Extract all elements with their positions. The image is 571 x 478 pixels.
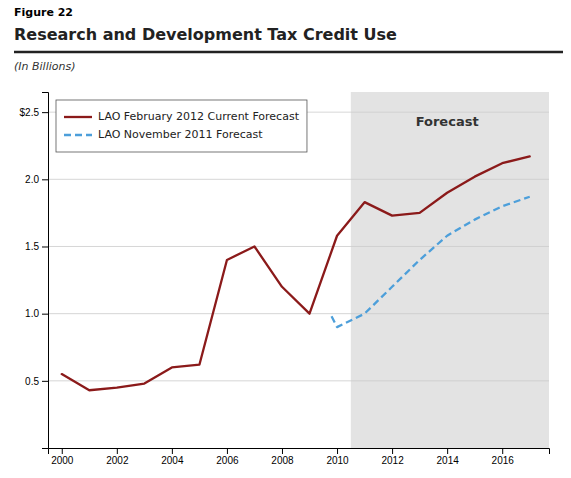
- x-tick-mark: [337, 448, 338, 454]
- y-tick-mark: [42, 381, 48, 382]
- x-tick: 2006: [216, 448, 239, 466]
- y-tick-label: 2.0: [25, 174, 39, 185]
- y-axis-label: (In Billions): [14, 60, 76, 73]
- y-tick-label: 1.5: [25, 241, 39, 252]
- x-tick: 2010: [326, 448, 349, 466]
- y-tick: 2.0: [25, 174, 48, 185]
- series-line: [332, 197, 530, 327]
- y-tick: 1.0: [25, 308, 48, 319]
- x-tick-label: 2010: [326, 455, 349, 466]
- y-axis-line: [42, 93, 49, 449]
- y-tick-mark: [42, 314, 48, 315]
- y-tick-label: 0.5: [25, 376, 39, 387]
- x-tick-mark: [172, 448, 173, 454]
- marks: [351, 92, 549, 448]
- legend-box: [56, 100, 307, 152]
- plot-area: 2000 2002 2004 2006 2008 2010 2012 2014 2016 0.5 1…: [20, 92, 550, 466]
- legend-swatch: [64, 116, 92, 118]
- x-tick-label: 2016: [492, 455, 515, 466]
- x-tick-mark: [117, 448, 118, 454]
- y-tick-mark: [42, 179, 48, 180]
- x-tick-mark: [502, 448, 503, 454]
- y-axis: 0.5 1.0 1.5 2.0 $2.5: [20, 93, 49, 449]
- figure-label: Figure 22: [14, 6, 73, 19]
- title: Research and Development Tax Credit Use: [14, 25, 397, 44]
- forecast-region: [351, 92, 549, 448]
- y-tick-mark: [42, 246, 48, 247]
- grid-line: [48, 179, 549, 180]
- x-tick-label: 2004: [161, 455, 184, 466]
- x-tick-label: 2000: [51, 455, 74, 466]
- legend-swatch: [64, 134, 92, 136]
- x-tick-label: 2002: [106, 455, 129, 466]
- x-axis: 2000 2002 2004 2006 2008 2010 2012 2014 2016: [49, 448, 550, 466]
- x-tick: 2016: [492, 448, 515, 466]
- x-axis-line: [49, 449, 550, 455]
- y-tick: 0.5: [25, 376, 48, 387]
- x-tick-mark: [282, 448, 283, 454]
- series-line: [62, 156, 530, 390]
- y-tick: 1.5: [25, 241, 48, 252]
- x-tick-label: 2012: [381, 455, 404, 466]
- x-tick: 2000: [51, 448, 74, 466]
- legend-entry: LAO February 2012 Current Forecast: [98, 110, 300, 123]
- legend-entry: LAO November 2011 Forecast: [98, 128, 263, 141]
- chart: Figure 22 Research and Development Tax Cr…: [0, 0, 571, 478]
- y-tick-label: $2.5: [20, 107, 40, 118]
- grid: [48, 112, 549, 381]
- x-tick-mark: [447, 448, 448, 454]
- x-tick-mark: [227, 448, 228, 454]
- grid-line: [48, 313, 549, 314]
- y-tick-mark: [42, 112, 48, 113]
- y-tick-label: 1.0: [25, 308, 39, 319]
- x-tick-label: 2014: [437, 455, 460, 466]
- x-tick-label: 2008: [271, 455, 294, 466]
- grid-line: [48, 380, 549, 381]
- x-tick: 2004: [161, 448, 184, 466]
- x-tick: 2002: [106, 448, 129, 466]
- legend: LAO February 2012 Current Forecast LAO No…: [56, 100, 307, 152]
- x-tick: 2012: [381, 448, 404, 466]
- lines: [62, 156, 530, 390]
- y-tick: $2.5: [20, 107, 48, 118]
- x-tick-mark: [62, 448, 63, 454]
- x-tick-label: 2006: [216, 455, 239, 466]
- x-tick: 2014: [437, 448, 460, 466]
- grid-line: [48, 246, 549, 247]
- annotation: Forecast: [416, 114, 479, 129]
- x-tick-mark: [392, 448, 393, 454]
- x-tick: 2008: [271, 448, 294, 466]
- separator: [14, 51, 563, 54]
